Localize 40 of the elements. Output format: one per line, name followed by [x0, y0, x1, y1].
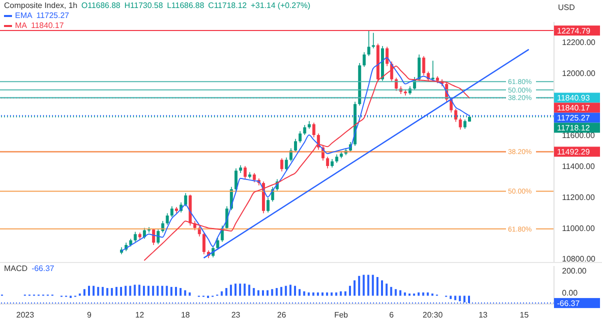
y-tick-label: 11200.00 [562, 192, 596, 202]
y-tick-label: 12200.00 [562, 38, 596, 47]
text: O11686.88 [81, 1, 120, 10]
text: +31.14 (+0.27%) [250, 1, 310, 10]
x-tick-label: 18 [180, 310, 190, 320]
ref-line-label: 12274.79 [557, 26, 591, 36]
chart-title: Composite Index, 1h [4, 1, 78, 10]
x-tick-label: 9 [87, 310, 92, 320]
x-tick-label: 26 [277, 310, 287, 320]
legend-label: EMA [15, 11, 32, 20]
text: H11730.58 [124, 1, 163, 10]
y-axis-title: USD [558, 3, 576, 12]
ref-line-label: -66.37 [557, 299, 580, 308]
x-tick-label: Feb [334, 310, 349, 320]
text: C11718.12 [208, 1, 247, 10]
y-tick-label: 12000.00 [562, 68, 596, 78]
ref-line-label: 11718.12 [557, 124, 590, 133]
x-tick-label: 12 [135, 310, 145, 320]
text: -66.37 [32, 264, 54, 273]
x-tick-label: 6 [389, 310, 394, 320]
ref-line-label: 11492.29 [557, 148, 590, 157]
y-tick-label: 200.00 [562, 266, 588, 276]
ref-line-label: 11725.27 [557, 114, 590, 123]
y-tick-label: 11400.00 [562, 162, 596, 171]
chart-title: MACD [4, 264, 28, 273]
x-tick-label: 15 [520, 310, 530, 320]
text: L11686.88 [166, 1, 204, 10]
x-tick-label: 23 [231, 310, 241, 320]
y-tick-label: 11600.00 [562, 130, 596, 140]
x-tick-label: 20:30 [422, 310, 444, 320]
y-tick-label: 10800.00 [562, 254, 596, 264]
x-tick-label: 13 [478, 310, 488, 320]
y-tick-label: 11000.00 [562, 224, 596, 233]
ref-line-label: 11840.93 [557, 94, 590, 103]
y-tick-label: 0.00 [562, 288, 578, 298]
ref-line-label: 11840.17 [557, 104, 590, 113]
legend-label: MA [15, 21, 27, 30]
text: 11840.17 [31, 21, 64, 30]
text: 11725.27 [36, 11, 70, 20]
x-tick-label: 2023 [16, 310, 35, 320]
